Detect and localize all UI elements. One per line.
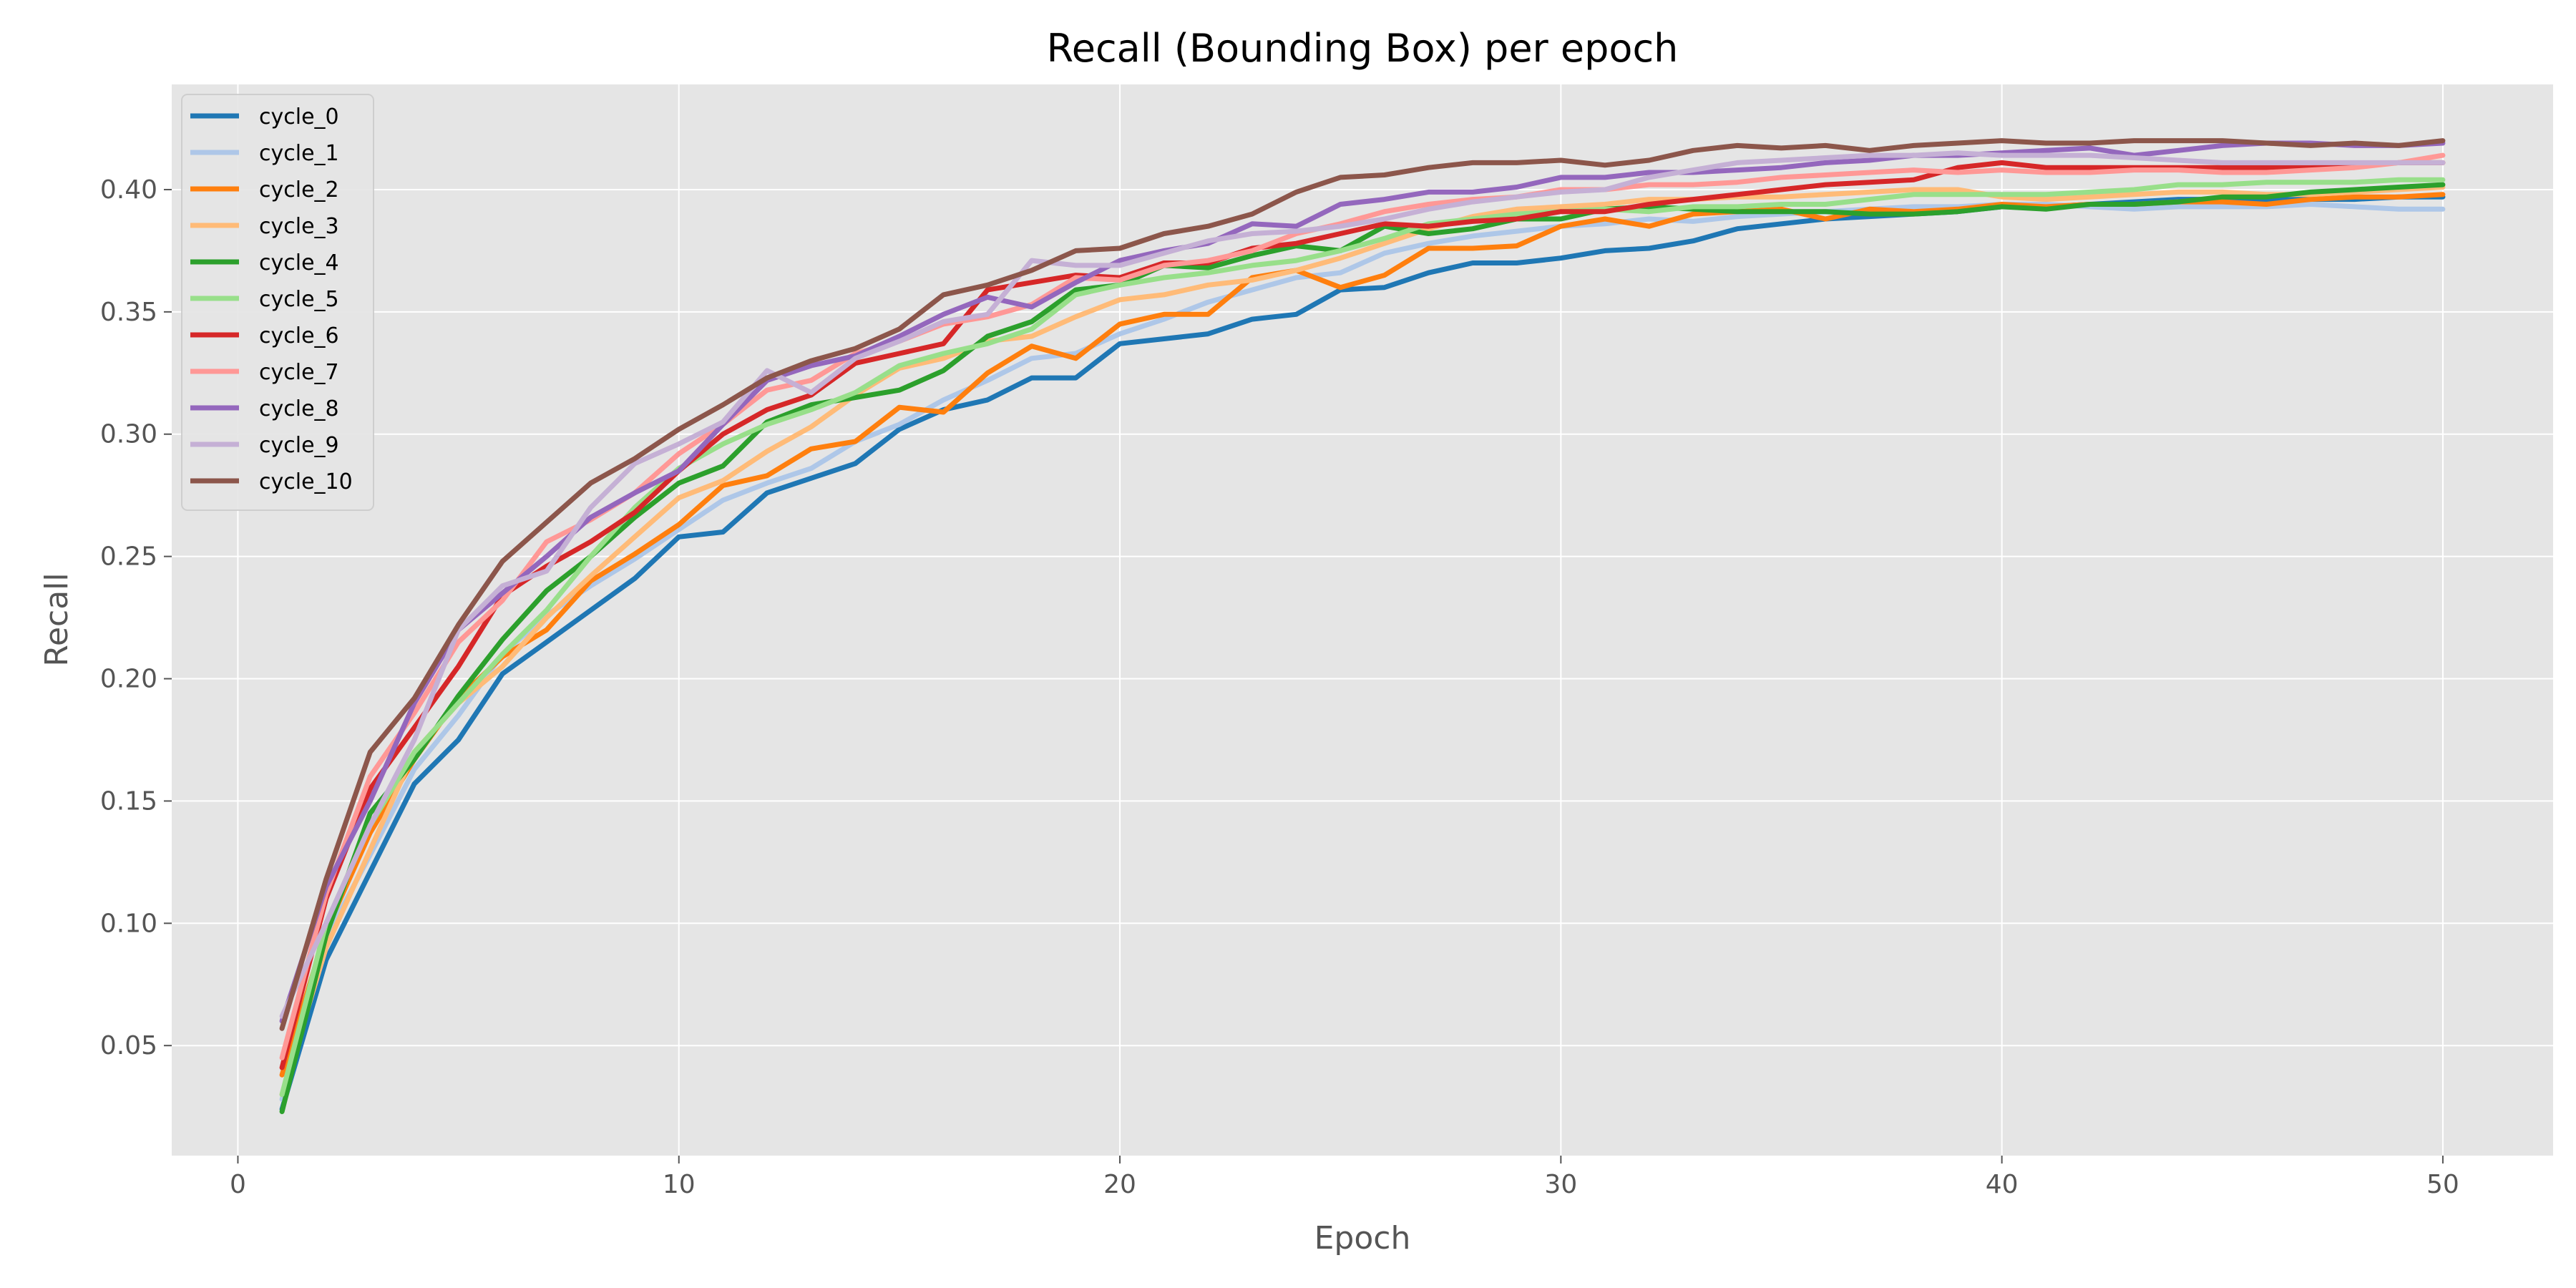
legend-label: cycle_5	[259, 287, 339, 312]
legend-label: cycle_9	[259, 433, 339, 458]
series-line-cycle_4	[279, 182, 2446, 1114]
chart-title: Recall (Bounding Box) per epoch	[1047, 26, 1679, 71]
axis-ticks: 0 10 20 30 40 50 0.05 0.10 0.15 0.20 0.25 0.30 0.35 0…	[100, 175, 2459, 1199]
y-tick-label: 0.15	[100, 786, 157, 816]
y-axis-label: Recall	[39, 572, 75, 666]
gridlines	[172, 84, 2553, 1156]
y-tick-label: 0.10	[100, 909, 157, 938]
legend-label: cycle_4	[259, 250, 339, 275]
legend-label: cycle_2	[259, 177, 339, 203]
x-tick-label: 10	[663, 1170, 696, 1199]
series-line-cycle_6	[279, 160, 2446, 1070]
y-tick-label: 0.35	[100, 298, 157, 327]
series-lines	[279, 138, 2446, 1114]
legend-label: cycle_10	[259, 469, 353, 494]
series-line-cycle_7	[279, 152, 2446, 1060]
legend-label: cycle_1	[259, 141, 339, 166]
series-line-cycle_10	[279, 138, 2446, 1031]
series-line-cycle_9	[279, 150, 2446, 1019]
x-tick-label: 50	[2426, 1170, 2459, 1199]
x-tick-label: 0	[230, 1170, 246, 1199]
legend: cycle_0 cycle_1 cycle_2 cycle_3 cycle_4cycle…	[181, 94, 374, 511]
y-tick-label: 0.30	[100, 420, 157, 449]
series-line-cycle_3	[279, 185, 2446, 1098]
x-tick-label: 30	[1544, 1170, 1577, 1199]
legend-label: cycle_6	[259, 323, 339, 348]
series-line-cycle_5	[279, 177, 2446, 1098]
legend-label: cycle_3	[259, 214, 339, 239]
y-tick-label: 0.05	[100, 1031, 157, 1060]
y-tick-label: 0.40	[100, 175, 157, 205]
legend-label: cycle_8	[259, 396, 339, 421]
x-tick-label: 40	[1986, 1170, 2019, 1199]
legend-label: cycle_7	[259, 360, 339, 385]
x-tick-label: 20	[1103, 1170, 1136, 1199]
legend-label: cycle_0	[259, 104, 339, 130]
y-tick-label: 0.25	[100, 542, 157, 572]
y-tick-label: 0.20	[100, 665, 157, 694]
series-line-cycle_8	[279, 140, 2446, 1024]
x-axis-label: Epoch	[1314, 1220, 1411, 1257]
